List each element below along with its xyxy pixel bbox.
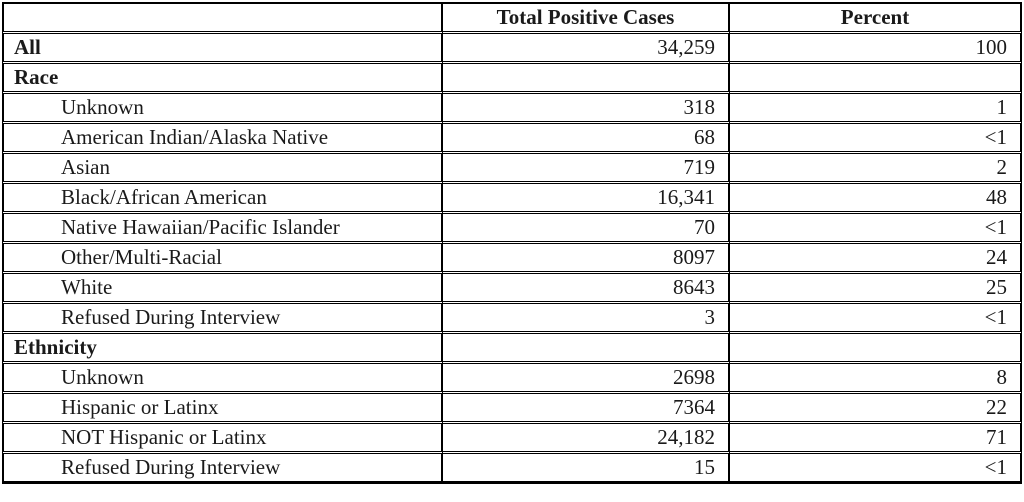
table-row: All 34,259 100 xyxy=(2,34,1022,64)
row-total-positive-cases: 318 xyxy=(443,94,730,124)
row-total-positive-cases: 719 xyxy=(443,154,730,184)
table-row: Unknown 2698 8 xyxy=(2,364,1022,394)
table-row: Native Hawaiian/Pacific Islander 70 <1 xyxy=(2,214,1022,244)
row-label: Other/Multi-Racial xyxy=(2,244,443,274)
header-category-blank xyxy=(2,2,443,34)
row-total-positive-cases: 3 xyxy=(443,304,730,334)
row-percent: 24 xyxy=(730,244,1022,274)
table-row: Hispanic or Latinx 7364 22 xyxy=(2,394,1022,424)
row-percent xyxy=(730,64,1022,94)
row-total-positive-cases xyxy=(443,64,730,94)
row-label: Ethnicity xyxy=(2,334,443,364)
row-percent xyxy=(730,334,1022,364)
table-row: Asian 719 2 xyxy=(2,154,1022,184)
row-label: Race xyxy=(2,64,443,94)
row-total-positive-cases: 8643 xyxy=(443,274,730,304)
row-label: Native Hawaiian/Pacific Islander xyxy=(2,214,443,244)
row-label: NOT Hispanic or Latinx xyxy=(2,424,443,454)
row-percent: 100 xyxy=(730,34,1022,64)
row-percent: 22 xyxy=(730,394,1022,424)
row-percent: 1 xyxy=(730,94,1022,124)
row-total-positive-cases: 2698 xyxy=(443,364,730,394)
row-total-positive-cases: 68 xyxy=(443,124,730,154)
row-label: American Indian/Alaska Native xyxy=(2,124,443,154)
header-percent: Percent xyxy=(730,2,1022,34)
row-percent: 8 xyxy=(730,364,1022,394)
row-total-positive-cases: 34,259 xyxy=(443,34,730,64)
row-total-positive-cases xyxy=(443,334,730,364)
table-row: Black/African American 16,341 48 xyxy=(2,184,1022,214)
row-percent: <1 xyxy=(730,454,1022,484)
row-total-positive-cases: 70 xyxy=(443,214,730,244)
row-label: Refused During Interview xyxy=(2,304,443,334)
positive-cases-demographics-table: Total Positive Cases Percent All 34,259 10… xyxy=(2,2,1022,484)
row-percent: 25 xyxy=(730,274,1022,304)
row-percent: <1 xyxy=(730,124,1022,154)
row-total-positive-cases: 7364 xyxy=(443,394,730,424)
row-label: White xyxy=(2,274,443,304)
row-label: Asian xyxy=(2,154,443,184)
row-percent: 71 xyxy=(730,424,1022,454)
row-percent: <1 xyxy=(730,304,1022,334)
row-label: All xyxy=(2,34,443,64)
table-row: American Indian/Alaska Native 68 <1 xyxy=(2,124,1022,154)
table-row: Refused During Interview 3 <1 xyxy=(2,304,1022,334)
table-row: NOT Hispanic or Latinx 24,182 71 xyxy=(2,424,1022,454)
table-row: Ethnicity xyxy=(2,334,1022,364)
row-percent: 2 xyxy=(730,154,1022,184)
header-row: Total Positive Cases Percent xyxy=(2,2,1022,34)
row-label: Black/African American xyxy=(2,184,443,214)
table-row: White 8643 25 xyxy=(2,274,1022,304)
row-label: Unknown xyxy=(2,364,443,394)
table-row: Refused During Interview 15 <1 xyxy=(2,454,1022,484)
row-percent: 48 xyxy=(730,184,1022,214)
row-total-positive-cases: 16,341 xyxy=(443,184,730,214)
row-label: Hispanic or Latinx xyxy=(2,394,443,424)
header-total-positive-cases: Total Positive Cases xyxy=(443,2,730,34)
row-total-positive-cases: 15 xyxy=(443,454,730,484)
table-row: Other/Multi-Racial 8097 24 xyxy=(2,244,1022,274)
row-total-positive-cases: 24,182 xyxy=(443,424,730,454)
row-percent: <1 xyxy=(730,214,1022,244)
table-row: Race xyxy=(2,64,1022,94)
table-row: Unknown 318 1 xyxy=(2,94,1022,124)
row-label: Unknown xyxy=(2,94,443,124)
row-total-positive-cases: 8097 xyxy=(443,244,730,274)
row-label: Refused During Interview xyxy=(2,454,443,484)
